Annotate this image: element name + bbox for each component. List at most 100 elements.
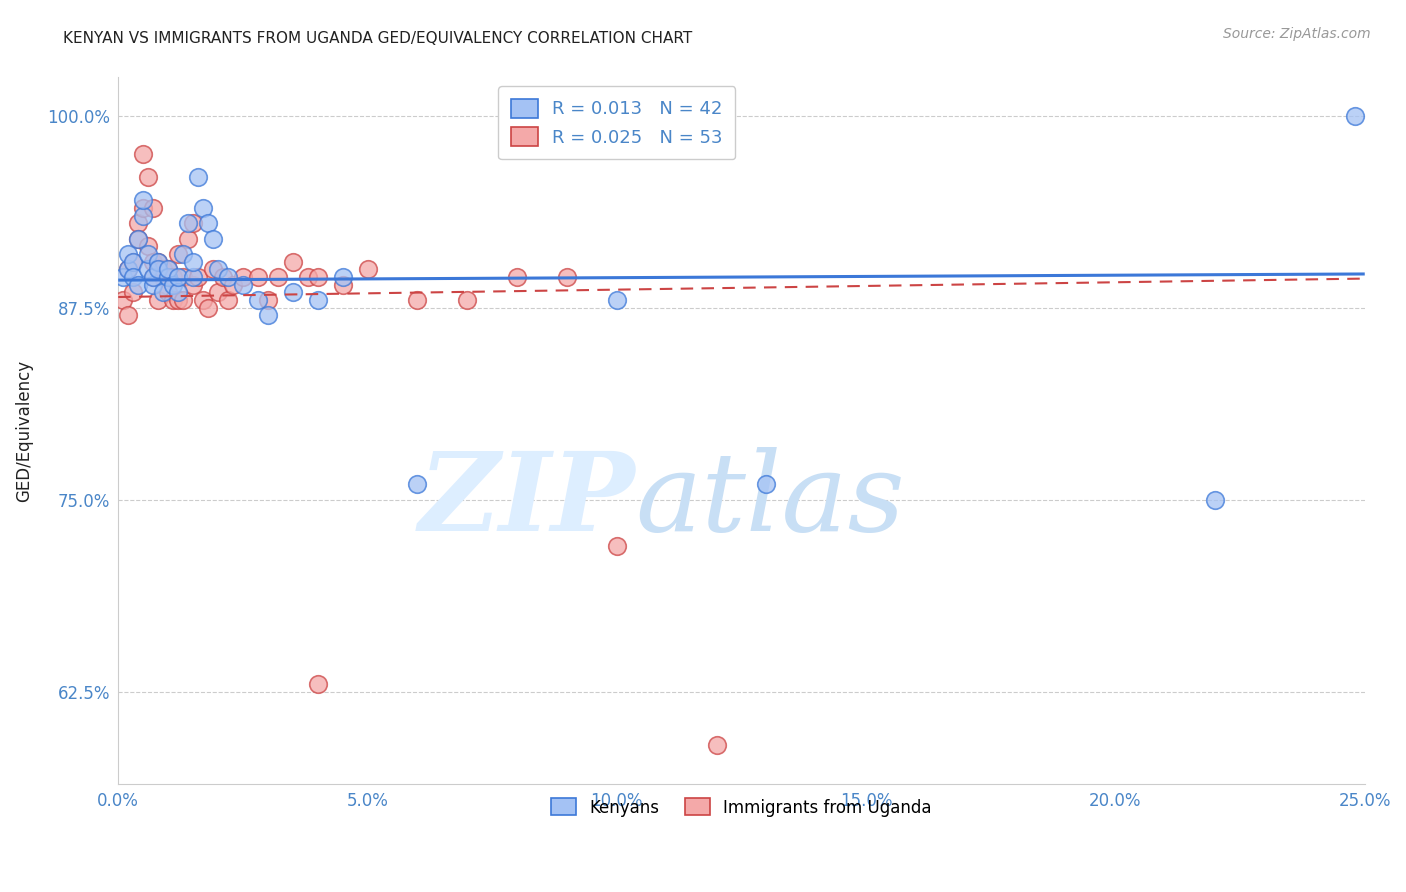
Point xyxy=(162,277,184,292)
Point xyxy=(167,247,190,261)
Point xyxy=(127,232,149,246)
Point xyxy=(307,293,329,307)
Point xyxy=(127,216,149,230)
Point xyxy=(142,270,165,285)
Point xyxy=(167,293,190,307)
Point xyxy=(157,262,180,277)
Point xyxy=(136,262,159,277)
Point xyxy=(281,285,304,300)
Point xyxy=(117,262,139,277)
Point xyxy=(217,293,239,307)
Point xyxy=(332,270,354,285)
Point xyxy=(157,262,180,277)
Point xyxy=(606,539,628,553)
Point xyxy=(246,270,269,285)
Point xyxy=(162,270,184,285)
Point xyxy=(142,254,165,268)
Point xyxy=(146,293,169,307)
Point xyxy=(172,247,194,261)
Point xyxy=(152,285,174,300)
Point xyxy=(706,739,728,753)
Point xyxy=(1344,109,1367,123)
Point xyxy=(332,277,354,292)
Point xyxy=(157,285,180,300)
Text: KENYAN VS IMMIGRANTS FROM UGANDA GED/EQUIVALENCY CORRELATION CHART: KENYAN VS IMMIGRANTS FROM UGANDA GED/EQU… xyxy=(63,31,693,46)
Point xyxy=(136,247,159,261)
Point xyxy=(181,277,204,292)
Legend: Kenyans, Immigrants from Uganda: Kenyans, Immigrants from Uganda xyxy=(543,790,939,825)
Text: Source: ZipAtlas.com: Source: ZipAtlas.com xyxy=(1223,27,1371,41)
Point xyxy=(157,270,180,285)
Point xyxy=(172,293,194,307)
Point xyxy=(132,194,155,208)
Point xyxy=(555,270,578,285)
Point xyxy=(117,262,139,277)
Point xyxy=(281,254,304,268)
Point xyxy=(136,239,159,253)
Point xyxy=(132,209,155,223)
Point xyxy=(246,293,269,307)
Point xyxy=(177,216,200,230)
Point xyxy=(187,170,209,185)
Point xyxy=(256,293,278,307)
Point xyxy=(207,262,229,277)
Point xyxy=(197,216,219,230)
Point xyxy=(506,270,529,285)
Point xyxy=(267,270,290,285)
Point xyxy=(307,677,329,691)
Point xyxy=(356,262,378,277)
Point xyxy=(146,254,169,268)
Point xyxy=(181,254,204,268)
Point xyxy=(127,232,149,246)
Y-axis label: GED/Equivalency: GED/Equivalency xyxy=(15,359,32,501)
Point xyxy=(187,270,209,285)
Point xyxy=(112,293,135,307)
Point xyxy=(117,247,139,261)
Point xyxy=(162,293,184,307)
Point xyxy=(307,270,329,285)
Point xyxy=(142,201,165,215)
Point xyxy=(212,270,235,285)
Point xyxy=(755,477,778,491)
Point xyxy=(177,232,200,246)
Point xyxy=(112,270,135,285)
Point xyxy=(201,262,224,277)
Point xyxy=(132,201,155,215)
Point xyxy=(122,254,145,268)
Point xyxy=(297,270,319,285)
Point xyxy=(122,254,145,268)
Point xyxy=(217,270,239,285)
Point xyxy=(181,270,204,285)
Point xyxy=(136,170,159,185)
Point xyxy=(146,254,169,268)
Point xyxy=(127,277,149,292)
Point xyxy=(222,277,245,292)
Point xyxy=(142,277,165,292)
Point xyxy=(197,301,219,315)
Point xyxy=(1204,492,1226,507)
Text: ZIP: ZIP xyxy=(419,448,636,555)
Point xyxy=(181,216,204,230)
Point xyxy=(256,309,278,323)
Point xyxy=(406,477,429,491)
Point xyxy=(456,293,478,307)
Point xyxy=(232,270,254,285)
Point xyxy=(117,309,139,323)
Point xyxy=(606,293,628,307)
Point xyxy=(172,270,194,285)
Point xyxy=(406,293,429,307)
Point xyxy=(146,262,169,277)
Point xyxy=(142,270,165,285)
Point xyxy=(132,147,155,161)
Point xyxy=(201,232,224,246)
Point xyxy=(167,270,190,285)
Point xyxy=(152,262,174,277)
Point xyxy=(152,270,174,285)
Point xyxy=(122,285,145,300)
Point xyxy=(207,285,229,300)
Text: atlas: atlas xyxy=(636,448,905,555)
Point xyxy=(167,285,190,300)
Point xyxy=(191,201,214,215)
Point xyxy=(191,293,214,307)
Point xyxy=(122,270,145,285)
